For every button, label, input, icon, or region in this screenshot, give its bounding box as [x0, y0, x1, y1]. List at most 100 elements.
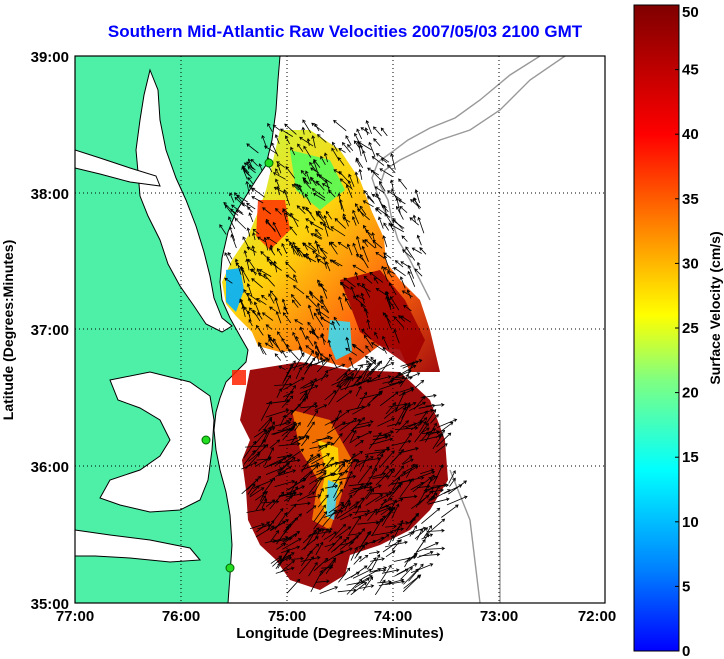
velocity-arrow: [284, 384, 296, 402]
velocity-arrow: [410, 513, 420, 524]
velocity-arrow: [246, 246, 257, 253]
velocity-arrow: [343, 277, 356, 288]
velocity-arrow: [312, 250, 324, 259]
velocity-arrow: [383, 252, 392, 259]
velocity-arrow: [269, 290, 278, 300]
velocity-arrow: [322, 509, 337, 527]
velocity-arrow: [229, 192, 235, 203]
velocity-arrow: [272, 221, 282, 238]
velocity-arrow: [241, 166, 248, 180]
velocity-arrow: [315, 541, 324, 556]
velocity-arrow: [308, 330, 320, 339]
velocity-arrow: [311, 135, 316, 149]
velocity-arrow: [310, 570, 323, 593]
station-marker: [201, 435, 211, 445]
velocity-arrow: [378, 534, 390, 544]
velocity-arrow: [448, 470, 456, 484]
velocity-arrow: [278, 466, 292, 475]
velocity-arrow: [285, 261, 296, 273]
velocity-arrow: [398, 494, 418, 499]
velocity-arrow: [362, 200, 374, 208]
velocity-arrow: [402, 360, 419, 369]
velocity-arrow: [336, 390, 353, 403]
lat-lon-grid: [75, 56, 605, 603]
velocity-arrow: [282, 531, 301, 543]
velocity-arrow: [318, 210, 324, 219]
velocity-arrow: [337, 588, 357, 593]
velocity-arrow: [331, 141, 338, 152]
velocity-arrow: [323, 214, 330, 230]
x-tick-label: 72:00: [578, 608, 616, 625]
velocity-arrow: [251, 187, 265, 198]
velocity-arrow: [381, 498, 404, 509]
velocity-arrow: [410, 482, 425, 491]
velocity-arrow: [360, 292, 365, 304]
velocity-arrow: [328, 385, 342, 406]
velocity-arrow: [304, 193, 312, 205]
velocity-arrow: [299, 136, 314, 147]
velocity-arrow: [398, 315, 406, 322]
velocity-arrow: [310, 233, 322, 240]
velocity-arrow: [331, 409, 342, 429]
velocity-arrow: [299, 326, 307, 340]
velocity-arrow: [371, 156, 385, 166]
velocity-arrow: [255, 324, 264, 336]
velocity-arrow: [381, 265, 388, 282]
velocity-arrow: [245, 180, 250, 195]
velocity-arrow: [441, 504, 459, 518]
velocity-arrow: [282, 538, 302, 550]
velocity-arrow: [281, 374, 291, 390]
velocity-arrow: [330, 536, 350, 553]
velocity-arrow: [313, 511, 328, 530]
velocity-arrow: [340, 540, 355, 546]
velocity-arrow: [424, 546, 446, 551]
velocity-arrow: [405, 420, 424, 429]
velocity-arrow: [314, 404, 328, 411]
velocity-arrow: [400, 566, 413, 580]
velocity-arrow: [387, 372, 402, 385]
velocity-arrow: [426, 528, 445, 533]
velocity-arrow: [278, 458, 301, 464]
velocity-arrow: [333, 119, 347, 132]
velocity-arrow: [292, 241, 301, 257]
velocity-arrow: [328, 363, 346, 371]
velocity-arrow: [411, 247, 422, 254]
velocity-arrow: [251, 268, 257, 276]
velocity-arrow: [293, 183, 303, 192]
velocity-arrow: [293, 274, 298, 283]
velocity-arrow: [357, 520, 380, 525]
velocity-arrow: [284, 448, 305, 463]
velocity-arrow: [269, 306, 276, 312]
velocity-arrow: [385, 295, 392, 311]
velocity-arrow: [414, 189, 420, 204]
velocity-arrow: [375, 506, 392, 514]
velocity-arrow: [352, 242, 359, 257]
velocity-arrow: [292, 436, 305, 444]
velocity-arrow: [355, 235, 362, 250]
velocity-arrow: [280, 556, 293, 562]
velocity-arrow: [339, 535, 360, 550]
velocity-arrow: [234, 196, 245, 207]
velocity-arrow: [327, 339, 332, 348]
velocity-arrow: [400, 261, 409, 267]
velocity-arrow: [246, 227, 251, 237]
velocity-arrow: [328, 241, 338, 255]
velocity-arrow: [340, 513, 353, 521]
colorbar: [633, 4, 680, 652]
velocity-arrow: [266, 236, 278, 245]
velocity-arrow: [402, 458, 414, 465]
velocity-arrow: [374, 186, 385, 194]
velocity-arrow: [412, 214, 417, 223]
velocity-arrow: [269, 420, 292, 428]
velocity-arrow: [290, 146, 296, 156]
velocity-arrow: [302, 527, 320, 544]
velocity-arrow: [426, 495, 436, 504]
velocity-arrow: [295, 366, 303, 379]
velocity-arrow: [359, 554, 369, 563]
velocity-arrow: [359, 205, 367, 216]
velocity-arrow: [313, 504, 326, 523]
velocity-arrow: [246, 507, 266, 513]
velocity-arrow: [416, 261, 421, 270]
velocity-arrow: [328, 353, 338, 368]
velocity-arrow: [395, 404, 408, 413]
